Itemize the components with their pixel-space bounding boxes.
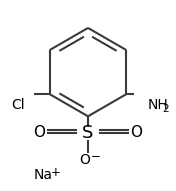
Text: 2: 2 bbox=[162, 104, 169, 114]
Text: −: − bbox=[91, 151, 101, 163]
Text: NH: NH bbox=[148, 98, 168, 112]
Text: O: O bbox=[130, 125, 143, 140]
Text: Cl: Cl bbox=[11, 98, 25, 112]
Text: O: O bbox=[79, 153, 90, 167]
Text: +: + bbox=[51, 166, 61, 179]
Text: Na: Na bbox=[33, 168, 52, 182]
Text: S: S bbox=[82, 124, 94, 142]
Text: O: O bbox=[33, 125, 46, 140]
